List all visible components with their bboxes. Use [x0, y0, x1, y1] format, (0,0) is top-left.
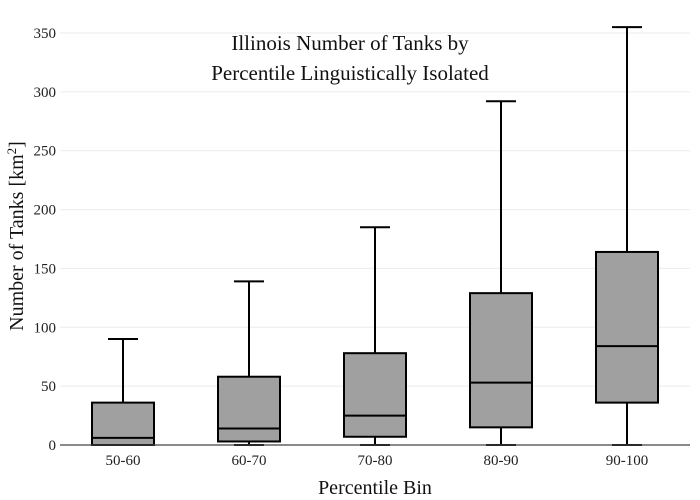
- axes: 0 50 100 150 200 250 300 350 50-60 60-70 70-80 80-9…: [34, 26, 690, 469]
- y-tick-label-200: 200: [34, 203, 57, 219]
- iqr-box-60-70: [217, 375, 281, 443]
- box-70-80: [343, 226, 407, 446]
- x-tick-label-50-60: 50-60: [106, 453, 141, 469]
- x-axis-title: Percentile Bin: [318, 477, 432, 499]
- iqr-box-80-90: [469, 292, 533, 429]
- box-90-100: [595, 26, 659, 446]
- x-tick-label-80-90: 80-90: [484, 453, 519, 469]
- x-tick-label-60-70: 60-70: [232, 453, 267, 469]
- iqr-box-90-100: [595, 250, 659, 404]
- y-tick-label-0: 0: [49, 438, 57, 454]
- y-tick-label-100: 100: [34, 320, 57, 336]
- y-tick-label-50: 50: [41, 379, 56, 395]
- box-80-90: [469, 100, 533, 446]
- y-axis-title: Number of Tanks [km2]: [4, 141, 28, 331]
- box-series: [91, 26, 659, 447]
- x-tick-label-90-100: 90-100: [606, 453, 649, 469]
- y-axis-title-end: ]: [6, 141, 28, 148]
- chart-title-line-1: Illinois Number of Tanks by: [231, 31, 469, 55]
- y-axis-title-main: Number of Tanks [km: [6, 154, 28, 331]
- box-50-60: [91, 338, 155, 447]
- chart-title-line-2: Percentile Linguistically Isolated: [211, 61, 489, 85]
- x-tick-label-70-80: 70-80: [358, 453, 393, 469]
- box-60-70: [217, 280, 281, 446]
- y-tick-label-300: 300: [34, 85, 57, 101]
- y-axis-title-sup: 2: [4, 148, 19, 155]
- y-tick-label-250: 250: [34, 144, 57, 160]
- iqr-box-70-80: [343, 352, 407, 438]
- y-tick-label-350: 350: [34, 26, 57, 42]
- y-tick-label-150: 150: [34, 261, 57, 277]
